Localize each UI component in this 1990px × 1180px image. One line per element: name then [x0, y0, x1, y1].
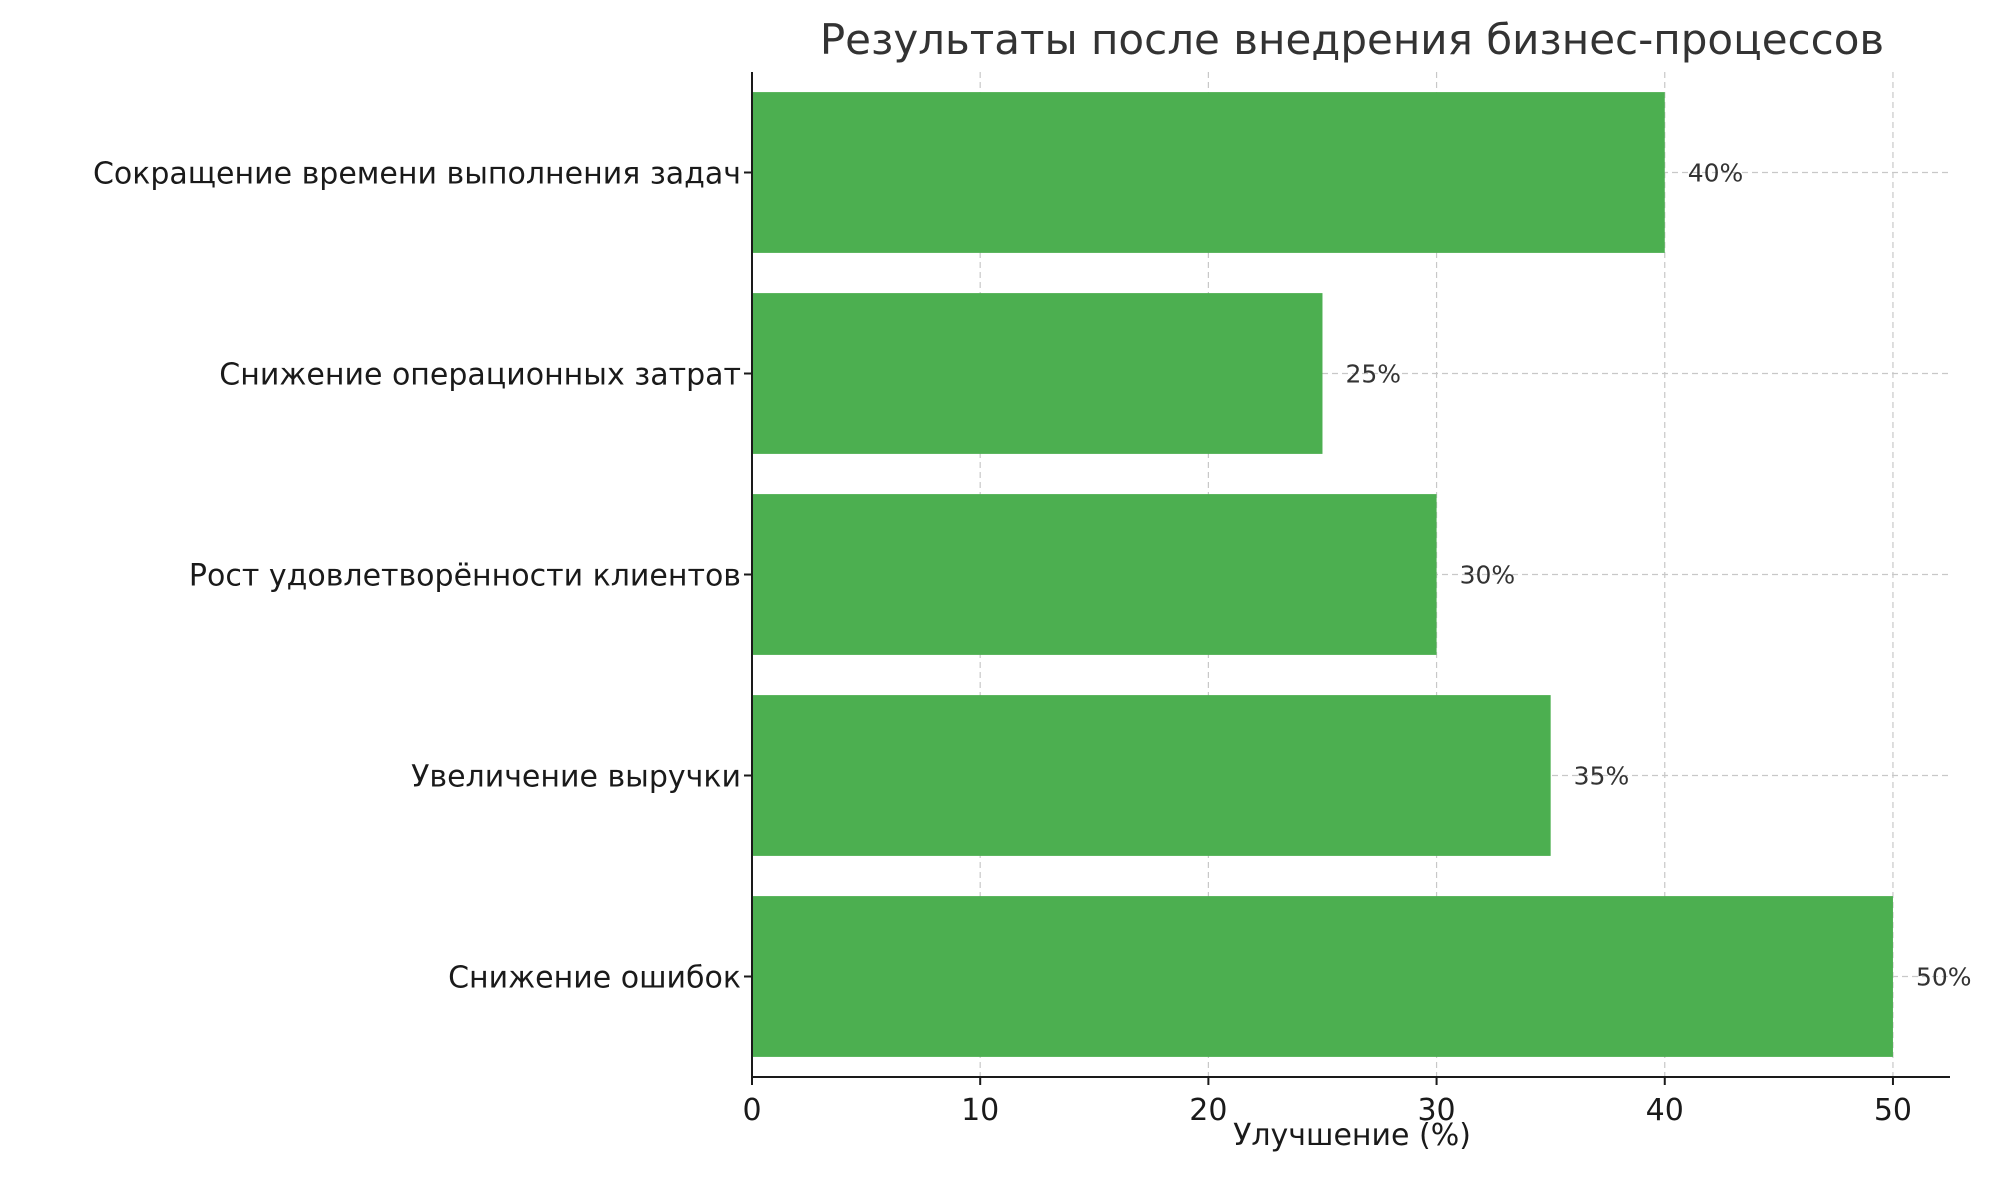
bar-layer: [752, 92, 1893, 1057]
bar-1: [752, 293, 1323, 454]
chart-title: Результаты после внедрения бизнес-процес…: [820, 15, 1884, 64]
axis-layer: [744, 72, 1950, 1085]
x-tick-label-0: 0: [742, 1093, 761, 1128]
value-label-1: 25%: [1345, 360, 1401, 389]
category-label-4: Снижение ошибок: [448, 961, 741, 996]
value-label-4: 50%: [1916, 963, 1972, 992]
value-label-0: 40%: [1688, 159, 1744, 188]
category-label-3: Увеличение выручки: [411, 760, 741, 795]
category-label-0: Сокращение времени выполнения задач: [93, 157, 741, 192]
bar-3: [752, 695, 1551, 856]
x-tick-label-1: 10: [961, 1093, 999, 1128]
label-layer: 40% Сокращение времени выполнения задач 25…: [93, 157, 1972, 1129]
value-label-2: 30%: [1460, 561, 1516, 590]
x-tick-label-4: 40: [1646, 1093, 1684, 1128]
category-label-2: Рост удовлетворённости клиентов: [189, 559, 741, 594]
x-tick-label-5: 50: [1874, 1093, 1912, 1128]
category-label-1: Снижение операционных затрат: [219, 358, 741, 393]
bar-0: [752, 92, 1665, 253]
bar-2: [752, 494, 1437, 655]
x-tick-label-3: 30: [1417, 1093, 1455, 1128]
bar-4: [752, 896, 1893, 1057]
x-tick-label-2: 20: [1189, 1093, 1227, 1128]
value-label-3: 35%: [1574, 762, 1630, 791]
x-axis-title: Улучшение (%): [1233, 1118, 1471, 1153]
